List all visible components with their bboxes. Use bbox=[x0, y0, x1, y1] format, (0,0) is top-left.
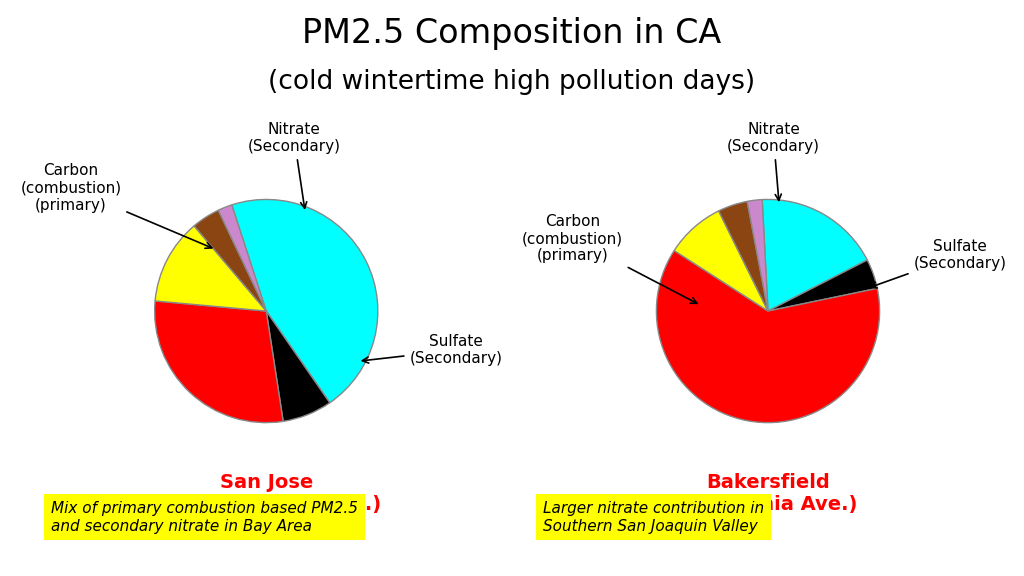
Wedge shape bbox=[762, 199, 867, 311]
Wedge shape bbox=[218, 205, 266, 311]
Text: Bakersfield
(California Ave.): Bakersfield (California Ave.) bbox=[679, 473, 857, 514]
Wedge shape bbox=[155, 226, 266, 311]
Wedge shape bbox=[266, 311, 330, 422]
Wedge shape bbox=[195, 210, 266, 311]
Wedge shape bbox=[768, 260, 878, 311]
Text: (cold wintertime high pollution days): (cold wintertime high pollution days) bbox=[268, 69, 756, 95]
Text: Nitrate
(Secondary): Nitrate (Secondary) bbox=[248, 122, 341, 209]
Text: San Jose
(4th and Jackson St.): San Jose (4th and Jackson St.) bbox=[152, 473, 381, 514]
Text: Mix of primary combustion based PM2.5
and secondary nitrate in Bay Area: Mix of primary combustion based PM2.5 an… bbox=[51, 501, 358, 533]
Wedge shape bbox=[674, 211, 768, 311]
Text: Sulfate
(Secondary): Sulfate (Secondary) bbox=[870, 239, 1007, 288]
Text: Larger nitrate contribution in
Southern San Joaquin Valley: Larger nitrate contribution in Southern … bbox=[543, 501, 764, 533]
Text: PM2.5 Composition in CA: PM2.5 Composition in CA bbox=[302, 17, 722, 50]
Wedge shape bbox=[231, 199, 378, 403]
Wedge shape bbox=[719, 202, 768, 311]
Text: Carbon
(combustion)
(primary): Carbon (combustion) (primary) bbox=[20, 164, 212, 248]
Wedge shape bbox=[656, 251, 880, 423]
Text: Sulfate
(Secondary): Sulfate (Secondary) bbox=[362, 334, 503, 366]
Wedge shape bbox=[155, 301, 284, 423]
Text: Carbon
(combustion)
(primary): Carbon (combustion) (primary) bbox=[522, 214, 697, 304]
Text: Nitrate
(Secondary): Nitrate (Secondary) bbox=[727, 122, 820, 200]
Wedge shape bbox=[748, 200, 768, 311]
